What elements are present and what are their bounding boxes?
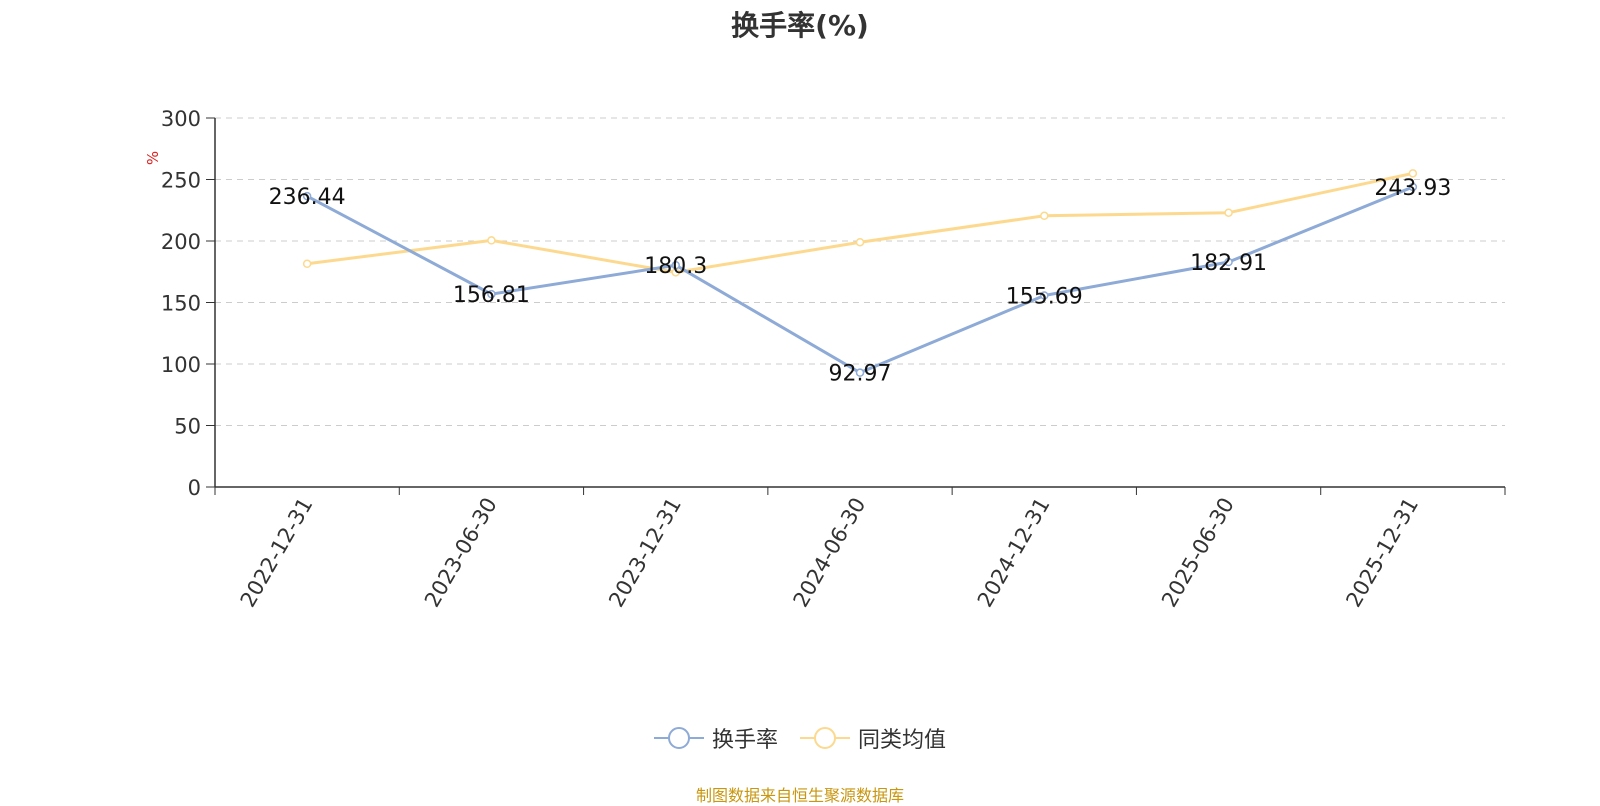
data-point — [1224, 257, 1233, 267]
x-tick-label: 2022-12-31 — [236, 494, 318, 612]
data-label: 243.93 — [1374, 176, 1451, 201]
legend-item-peer-average[interactable]: 同类均值 — [800, 722, 946, 754]
data-point — [855, 237, 865, 247]
data-point — [302, 191, 312, 201]
legend[interactable]: 换手率 同类均值 — [0, 722, 1600, 754]
data-point — [1040, 211, 1049, 221]
data-point — [671, 260, 680, 270]
y-axis-label: % — [144, 151, 162, 165]
data-point — [855, 368, 865, 377]
legend-marker-turnover-icon — [653, 725, 704, 751]
axes: 0 50 100 150 200 250 300% 2022-12-31 2023-06-30 2… — [144, 107, 1506, 612]
source-note: 制图数据来自恒生聚源数据库 — [695, 786, 904, 805]
y-tick-label: 300 — [161, 107, 201, 131]
legend-circle — [667, 727, 690, 749]
x-tick-label: 2024-06-30 — [789, 494, 871, 612]
y-tick-label: 150 — [161, 292, 201, 316]
x-tick-label: 2023-12-31 — [604, 494, 686, 612]
legend-label-turnover: 换手率 — [711, 728, 778, 753]
data-label: 180.3 — [644, 254, 707, 279]
data-label: 156.81 — [453, 283, 530, 308]
x-tick-label: 2023-06-30 — [420, 494, 502, 612]
data-labels: 236.44 156.81 180.3 92.97 155.69 182.91 243.93 — [269, 176, 1452, 387]
data-point — [487, 236, 496, 245]
data-point — [1040, 291, 1049, 300]
legend-item-turnover[interactable]: 换手率 — [653, 722, 778, 754]
legend-label-peer-average: 同类均值 — [858, 728, 947, 753]
x-tick-label: 2025-06-30 — [1157, 494, 1239, 612]
data-label: 182.91 — [1190, 251, 1267, 276]
data-point — [1408, 169, 1418, 178]
grid-lines — [215, 117, 1505, 426]
data-point — [487, 289, 496, 299]
data-point — [1408, 182, 1418, 192]
y-tick-label: 200 — [161, 230, 201, 254]
x-tick-label: 2024-12-31 — [973, 494, 1055, 612]
data-point — [302, 259, 312, 269]
legend-marker-peer-average-icon — [800, 725, 850, 751]
data-label: 236.44 — [269, 185, 346, 210]
series-line — [306, 185, 1414, 375]
data-point — [1224, 208, 1233, 217]
data-label: 92.97 — [829, 362, 892, 387]
y-tick-label: 250 — [161, 169, 201, 193]
chart-title: 换手率(%) — [731, 9, 869, 42]
legend-circle — [814, 727, 836, 749]
series-group — [302, 169, 1418, 377]
data-label: 155.69 — [1006, 285, 1083, 310]
y-tick-label: 50 — [174, 415, 201, 439]
y-tick-label: 100 — [161, 353, 201, 377]
x-tick-label: 2025-12-31 — [1341, 494, 1423, 612]
y-tick-label: 0 — [188, 476, 201, 500]
